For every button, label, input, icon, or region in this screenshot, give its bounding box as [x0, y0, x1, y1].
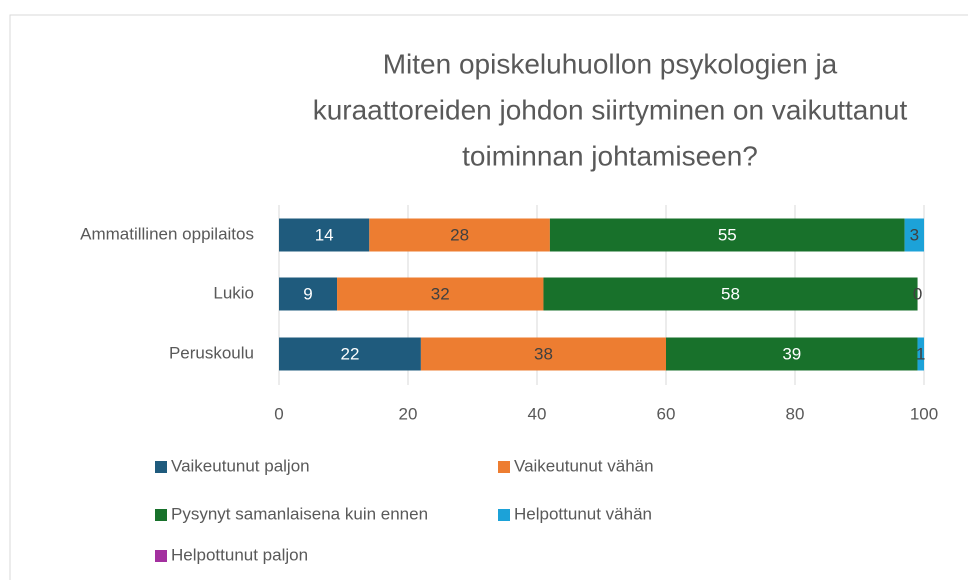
data-label: 39	[782, 344, 801, 363]
legend-label: Vaikeutunut vähän	[514, 456, 654, 475]
data-label: 32	[431, 284, 450, 303]
chart-title: kuraattoreiden johdon siirtyminen on vai…	[313, 94, 908, 125]
bar-segment	[279, 218, 370, 252]
x-tick-label: 40	[528, 404, 547, 423]
data-label: 22	[340, 344, 359, 363]
legend-swatch	[155, 509, 167, 521]
legend-swatch	[498, 461, 510, 473]
x-tick-label: 60	[657, 404, 676, 423]
legend-label: Vaikeutunut paljon	[171, 456, 310, 475]
data-label: 14	[315, 225, 334, 244]
x-tick-label: 20	[399, 404, 418, 423]
y-tick-label: Lukio	[213, 283, 254, 302]
data-label: 9	[303, 284, 312, 303]
chart-border	[9, 14, 968, 580]
bar-segment	[549, 218, 905, 252]
legend-label: Helpottunut paljon	[171, 545, 308, 564]
x-tick-label: 0	[274, 404, 283, 423]
data-label: 0	[913, 284, 922, 303]
bar-segment	[279, 277, 338, 311]
data-label: 58	[721, 284, 740, 303]
data-label: 3	[910, 225, 919, 244]
legend-swatch	[155, 550, 167, 562]
bar-segment	[917, 337, 924, 371]
data-label: 28	[450, 225, 469, 244]
legend-swatch	[155, 461, 167, 473]
x-tick-label: 80	[786, 404, 805, 423]
legend-label: Pysynyt samanlaisena kuin ennen	[171, 504, 428, 523]
bar-segment	[666, 337, 918, 371]
y-tick-label: Peruskoulu	[169, 343, 254, 362]
chart-title: toiminnan johtamiseen?	[462, 140, 758, 171]
data-label: 38	[534, 344, 553, 363]
legend-swatch	[498, 509, 510, 521]
bar-segment	[420, 337, 666, 371]
bar-segment	[904, 218, 924, 252]
chart-title: Miten opiskeluhuollon psykologien ja	[383, 48, 838, 79]
bar-segment	[369, 218, 550, 252]
bar-segment	[337, 277, 544, 311]
bar-segment	[279, 337, 421, 371]
data-label: 1	[916, 344, 925, 363]
data-label: 55	[718, 225, 737, 244]
legend-label: Helpottunut vähän	[514, 504, 652, 523]
y-tick-label: Ammatillinen oppilaitos	[80, 224, 254, 243]
bar-segment	[543, 277, 918, 311]
x-tick-label: 100	[910, 404, 938, 423]
